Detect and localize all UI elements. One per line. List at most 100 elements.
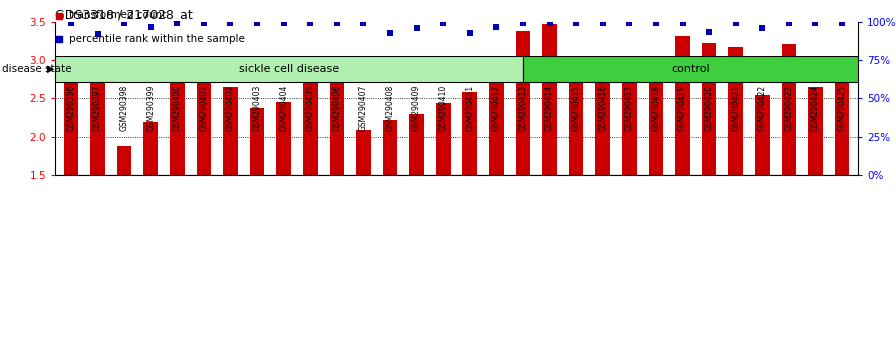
Text: GSM290405: GSM290405 xyxy=(306,85,314,131)
Point xyxy=(357,20,371,26)
Point xyxy=(596,20,610,26)
Bar xyxy=(569,74,583,175)
Bar xyxy=(170,64,185,175)
Text: GSM290421: GSM290421 xyxy=(731,85,740,131)
Text: GSM290417: GSM290417 xyxy=(625,85,633,131)
Bar xyxy=(223,87,237,175)
Point xyxy=(462,30,477,35)
Bar xyxy=(622,57,637,175)
Text: GSM290406: GSM290406 xyxy=(332,85,341,131)
Point xyxy=(383,30,397,35)
Bar xyxy=(435,103,451,175)
Text: GSM290410: GSM290410 xyxy=(439,85,448,131)
Point xyxy=(649,20,663,26)
Point xyxy=(170,20,185,26)
Point xyxy=(409,25,424,31)
Text: GSM290409: GSM290409 xyxy=(412,85,421,131)
Text: GSM290415: GSM290415 xyxy=(572,85,581,131)
Point xyxy=(622,20,636,26)
Bar xyxy=(250,108,264,175)
Text: GSM290398: GSM290398 xyxy=(120,85,129,131)
Bar xyxy=(383,120,397,175)
Point xyxy=(702,29,716,35)
Bar xyxy=(116,146,132,175)
Bar xyxy=(523,56,858,82)
Point xyxy=(755,25,770,31)
Text: GSM290396: GSM290396 xyxy=(66,85,75,131)
Text: transformed count: transformed count xyxy=(70,11,167,21)
Point xyxy=(835,20,849,26)
Text: GSM290422: GSM290422 xyxy=(758,85,767,131)
Text: GSM290412: GSM290412 xyxy=(492,85,501,131)
Bar xyxy=(409,114,424,175)
Text: percentile rank within the sample: percentile rank within the sample xyxy=(70,34,246,44)
Text: GSM290424: GSM290424 xyxy=(811,85,820,131)
Point xyxy=(64,20,78,26)
Bar xyxy=(303,83,317,175)
Point xyxy=(781,20,796,26)
Text: ▶: ▶ xyxy=(47,64,54,74)
Text: control: control xyxy=(671,64,710,74)
Bar xyxy=(781,44,797,175)
Bar xyxy=(330,83,344,175)
Text: GSM290404: GSM290404 xyxy=(280,85,289,131)
Point xyxy=(143,24,158,30)
Text: GSM290413: GSM290413 xyxy=(519,85,528,131)
Bar xyxy=(489,60,504,175)
Bar xyxy=(676,36,690,175)
Point xyxy=(277,20,291,26)
Text: GSM290420: GSM290420 xyxy=(704,85,713,131)
Text: GSM290423: GSM290423 xyxy=(784,85,793,131)
Bar xyxy=(55,56,523,82)
Text: GSM290400: GSM290400 xyxy=(173,85,182,131)
Bar xyxy=(702,42,717,175)
Point xyxy=(250,20,264,26)
Point xyxy=(197,20,211,26)
Point xyxy=(542,20,556,26)
Bar xyxy=(64,60,78,175)
Bar xyxy=(649,79,663,175)
Point xyxy=(303,20,317,26)
Text: GSM290416: GSM290416 xyxy=(599,85,607,131)
Point xyxy=(569,20,583,26)
Bar xyxy=(542,24,557,175)
Point xyxy=(676,20,690,26)
Bar xyxy=(516,31,530,175)
Text: GSM290425: GSM290425 xyxy=(838,85,847,131)
Bar xyxy=(755,95,770,175)
Bar xyxy=(356,130,371,175)
Point xyxy=(489,24,504,30)
Bar xyxy=(835,82,849,175)
Bar xyxy=(90,59,105,175)
Point xyxy=(330,20,344,26)
Point xyxy=(436,20,451,26)
Text: GSM290419: GSM290419 xyxy=(678,85,687,131)
Text: GSM290414: GSM290414 xyxy=(545,85,554,131)
Text: GSM290399: GSM290399 xyxy=(146,85,155,131)
Point xyxy=(516,20,530,26)
Text: GDS3318 / 217028_at: GDS3318 / 217028_at xyxy=(55,8,193,21)
Bar xyxy=(276,102,291,175)
Point xyxy=(51,36,65,41)
Text: GSM290403: GSM290403 xyxy=(253,85,262,131)
Text: GSM290407: GSM290407 xyxy=(359,85,368,131)
Bar xyxy=(462,92,477,175)
Point xyxy=(117,20,132,26)
Text: sickle cell disease: sickle cell disease xyxy=(239,64,340,74)
Text: disease state: disease state xyxy=(2,64,72,74)
Text: GSM290402: GSM290402 xyxy=(226,85,235,131)
Bar xyxy=(728,47,743,175)
Text: GSM290418: GSM290418 xyxy=(651,85,660,131)
Point xyxy=(90,32,105,37)
Bar xyxy=(143,122,158,175)
Point xyxy=(808,20,823,26)
Bar xyxy=(196,64,211,175)
Bar xyxy=(808,87,823,175)
Point xyxy=(223,20,237,26)
Text: GSM290408: GSM290408 xyxy=(385,85,394,131)
Text: GSM290397: GSM290397 xyxy=(93,85,102,131)
Point xyxy=(51,13,65,18)
Text: GSM290411: GSM290411 xyxy=(465,85,474,131)
Point xyxy=(728,20,743,26)
Bar xyxy=(596,75,610,175)
